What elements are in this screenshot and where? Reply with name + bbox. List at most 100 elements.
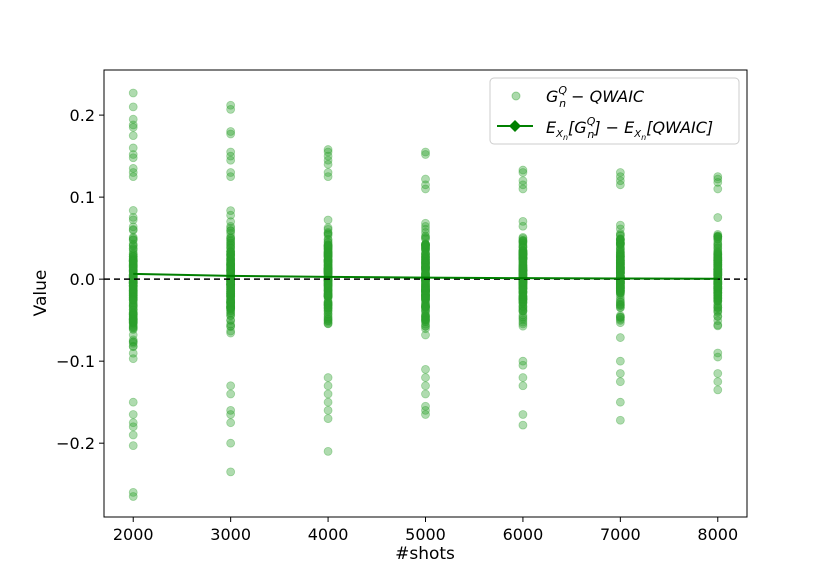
scatter-point-2-69 — [323, 237, 333, 247]
y-tick-label-2: 0.0 — [70, 270, 95, 289]
scatter-point-3-142 — [421, 306, 430, 316]
x-axis-label: #shots — [395, 544, 455, 564]
scatter-point-3-109 — [421, 227, 430, 237]
scatter-point-0-31 — [128, 281, 138, 291]
scatter-point-0-54 — [128, 259, 138, 269]
x-tick-label-5: 7000 — [600, 525, 641, 544]
scatter-extreme-0-1 — [128, 102, 138, 112]
scatter-point-4-58 — [518, 249, 528, 258]
scatter-point-1-158 — [226, 247, 236, 257]
scatter-point-4-153 — [518, 256, 528, 266]
scatter-point-2-41 — [323, 266, 333, 276]
scatter-point-2-98 — [323, 257, 333, 267]
scatter-point-4-112 — [518, 249, 528, 259]
scatter-point-3-55 — [421, 286, 430, 295]
scatter-point-6-23 — [713, 283, 723, 292]
scatter-point-3-144 — [421, 234, 430, 244]
scatter-point-6-55 — [713, 284, 723, 294]
scatter-point-0-150 — [128, 206, 138, 215]
scatter-point-2-71 — [323, 227, 333, 237]
scatter-extreme-0-0 — [128, 88, 138, 98]
scatter-point-4-75 — [518, 216, 528, 226]
scatter-extreme-2-11 — [323, 405, 333, 415]
scatter-point-0-158 — [128, 316, 138, 326]
scatter-point-5-162 — [615, 284, 625, 294]
scatter-point-0-112 — [128, 278, 138, 288]
scatter-point-4-66 — [518, 265, 528, 275]
scatter-point-4-25 — [518, 294, 528, 304]
x-tick-label-1: 3000 — [210, 525, 251, 544]
scatter-point-5-64 — [615, 283, 625, 293]
scatter-point-3-71 — [421, 264, 430, 274]
scatter-point-5-38 — [615, 263, 625, 273]
scatter-point-4-177 — [518, 263, 528, 273]
scatter-point-4-37 — [518, 287, 528, 297]
scatter-point-1-170 — [226, 249, 236, 259]
scatter-point-2-25 — [323, 265, 333, 274]
scatter-point-4-47 — [518, 254, 528, 263]
scatter-extreme-4-4 — [518, 184, 528, 194]
scatter-point-6-160 — [713, 250, 723, 260]
scatter-point-5-96 — [615, 247, 625, 257]
scatter-extreme-6-0 — [713, 172, 723, 182]
scatter-point-1-84 — [226, 247, 236, 257]
scatter-point-6-63 — [713, 305, 723, 315]
scatter-point-6-5 — [713, 312, 723, 321]
scatter-point-0-171 — [128, 263, 138, 273]
scatter-point-3-101 — [421, 245, 430, 255]
scatter-point-3-77 — [421, 265, 430, 274]
scatter-point-3-40 — [421, 240, 430, 249]
scatter-point-6-43 — [713, 230, 723, 239]
scatter-point-0-41 — [128, 301, 138, 311]
scatter-point-0-109 — [128, 287, 138, 296]
scatter-point-6-169 — [713, 265, 723, 274]
scatter-point-1-56 — [226, 265, 236, 274]
scatter-point-6-110 — [713, 320, 723, 330]
scatter-extreme-3-10 — [421, 405, 430, 415]
scatter-point-4-179 — [518, 297, 528, 306]
scatter-point-2-60 — [323, 264, 333, 274]
scatter-point-5-111 — [615, 268, 625, 277]
scatter-point-6-51 — [713, 299, 723, 309]
scatter-point-5-170 — [615, 255, 625, 264]
scatter-point-2-178 — [323, 280, 333, 290]
scatter-extreme-4-5 — [518, 356, 528, 366]
scatter-point-5-0 — [615, 268, 625, 278]
scatter-point-5-164 — [615, 229, 625, 238]
scatter-point-0-121 — [128, 300, 138, 310]
scatter-extreme-3-0 — [421, 147, 430, 157]
scatter-point-2-126 — [323, 260, 333, 269]
scatter-point-1-149 — [226, 261, 236, 271]
scatter-point-0-28 — [128, 286, 138, 296]
scatter-point-4-89 — [518, 240, 528, 250]
scatter-point-0-92 — [128, 254, 138, 264]
scatter-point-0-38 — [128, 248, 138, 258]
scatter-point-3-178 — [421, 262, 430, 272]
scatter-point-2-9 — [323, 283, 333, 293]
scatter-point-4-26 — [518, 261, 528, 270]
scatter-extreme-3-3 — [421, 180, 430, 190]
scatter-point-2-174 — [323, 290, 333, 300]
scatter-point-0-68 — [128, 308, 138, 318]
scatter-point-3-85 — [421, 289, 430, 299]
scatter-point-4-107 — [518, 284, 528, 294]
scatter-point-2-105 — [323, 250, 333, 260]
scatter-extreme-0-4 — [128, 123, 138, 132]
scatter-point-4-78 — [518, 302, 528, 312]
scatter-point-4-171 — [518, 221, 528, 231]
scatter-point-0-164 — [128, 262, 138, 272]
scatter-point-1-14 — [226, 262, 236, 272]
scatter-point-2-138 — [323, 262, 333, 272]
scatter-point-5-5 — [615, 282, 625, 292]
scatter-point-2-94 — [323, 229, 333, 239]
scatter-point-6-81 — [713, 262, 723, 271]
y-tick-label-4: 0.2 — [70, 106, 95, 125]
legend: GQ n − QWAIC EXn[GQ n] − EXn[QWAIC] — [489, 77, 740, 145]
scatter-point-3-129 — [421, 302, 430, 312]
scatter-point-2-132 — [323, 301, 333, 311]
scatter-point-0-153 — [128, 255, 138, 265]
scatter-point-4-85 — [518, 253, 528, 263]
scatter-point-5-15 — [615, 265, 625, 274]
scatter-point-2-16 — [323, 303, 333, 313]
scatter-point-1-7 — [226, 226, 236, 235]
